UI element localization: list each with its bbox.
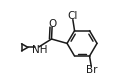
- Text: Br: Br: [86, 65, 97, 75]
- Text: Cl: Cl: [68, 11, 78, 21]
- Text: NH: NH: [32, 45, 47, 55]
- Text: O: O: [48, 19, 56, 29]
